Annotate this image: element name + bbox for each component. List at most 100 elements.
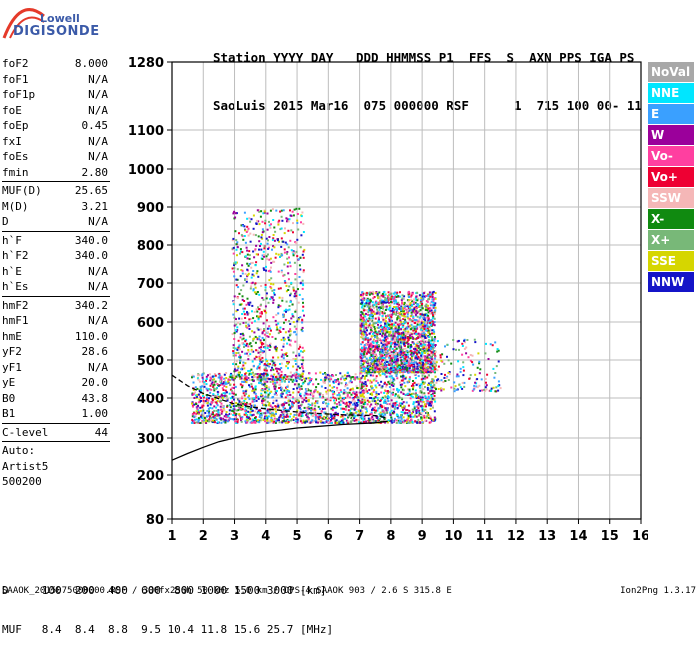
echo-dot bbox=[276, 329, 278, 331]
echo-dot bbox=[272, 376, 274, 378]
echo-dot bbox=[226, 411, 228, 413]
echo-dot bbox=[423, 317, 425, 319]
echo-dot bbox=[354, 396, 356, 398]
echo-dot bbox=[263, 254, 265, 256]
echo-dot bbox=[236, 284, 238, 286]
echo-dot bbox=[254, 405, 256, 407]
echo-dot bbox=[285, 416, 287, 418]
echo-dot bbox=[419, 336, 421, 338]
echo-dot bbox=[330, 378, 332, 380]
echo-dot bbox=[435, 307, 437, 309]
echo-dot bbox=[414, 319, 416, 321]
echo-dot bbox=[294, 422, 296, 424]
echo-dot bbox=[247, 314, 249, 316]
echo-dot bbox=[339, 372, 341, 374]
echo-dot bbox=[295, 363, 297, 365]
echo-dot bbox=[217, 393, 219, 395]
echo-dot bbox=[294, 373, 296, 375]
echo-dot bbox=[304, 395, 306, 397]
echo-dot bbox=[277, 378, 279, 380]
echo-dot bbox=[286, 343, 288, 345]
echo-dot bbox=[251, 330, 253, 332]
echo-dot bbox=[366, 352, 368, 354]
echo-dot bbox=[300, 408, 302, 410]
echo-dot bbox=[251, 322, 253, 324]
echo-dot bbox=[302, 306, 304, 308]
echo-dot bbox=[197, 374, 199, 376]
echo-dot bbox=[421, 352, 423, 354]
echo-dot bbox=[277, 405, 279, 407]
echo-dot bbox=[284, 338, 286, 340]
echo-dot bbox=[352, 404, 354, 406]
echo-dot bbox=[393, 388, 395, 390]
echo-dot bbox=[373, 379, 375, 381]
echo-dot bbox=[421, 357, 423, 359]
echo-dot bbox=[379, 298, 381, 300]
echo-dot bbox=[266, 319, 268, 321]
echo-dot bbox=[271, 290, 273, 292]
echo-dot bbox=[409, 412, 411, 414]
echo-dot bbox=[348, 375, 350, 377]
echo-dot bbox=[300, 221, 302, 223]
echo-dot bbox=[290, 413, 292, 415]
echo-dot bbox=[399, 382, 401, 384]
echo-dot bbox=[428, 404, 430, 406]
echo-dot bbox=[393, 324, 395, 326]
echo-dot bbox=[294, 311, 296, 313]
echo-dot bbox=[209, 373, 211, 375]
echo-dot bbox=[406, 402, 408, 404]
echo-dot bbox=[226, 391, 228, 393]
echo-dot bbox=[233, 267, 235, 269]
echo-dot bbox=[296, 383, 298, 385]
echo-dot bbox=[240, 275, 242, 277]
echo-dot bbox=[430, 304, 432, 306]
echo-dot bbox=[232, 314, 234, 316]
echo-dot bbox=[260, 249, 262, 251]
echo-dot bbox=[364, 356, 366, 358]
echo-dot bbox=[405, 394, 407, 396]
echo-dot bbox=[376, 356, 378, 358]
echo-dot bbox=[395, 370, 397, 372]
echo-dot bbox=[274, 408, 276, 410]
echo-dot bbox=[274, 382, 276, 384]
echo-dot bbox=[252, 274, 254, 276]
echo-dot bbox=[258, 294, 260, 296]
echo-dot bbox=[383, 402, 385, 404]
echo-dot bbox=[275, 257, 277, 259]
echo-dot bbox=[264, 246, 266, 248]
echo-dot bbox=[267, 363, 269, 365]
echo-dot bbox=[276, 370, 278, 372]
echo-dot bbox=[376, 417, 378, 419]
echo-dot bbox=[424, 378, 426, 380]
echo-dot bbox=[213, 388, 215, 390]
echo-dot bbox=[273, 386, 275, 388]
echo-dot bbox=[271, 336, 273, 338]
echo-dot bbox=[199, 407, 201, 409]
echo-dot bbox=[297, 229, 299, 231]
echo-dot bbox=[396, 374, 398, 376]
echo-dot bbox=[296, 255, 298, 257]
echo-dot bbox=[236, 254, 238, 256]
echo-dot bbox=[272, 316, 274, 318]
echo-dot bbox=[299, 276, 301, 278]
echo-dot bbox=[241, 251, 243, 253]
echo-dot bbox=[294, 273, 296, 275]
echo-dot bbox=[426, 415, 428, 417]
echo-dot bbox=[403, 389, 405, 391]
echo-dot bbox=[267, 213, 269, 215]
echo-dot bbox=[296, 320, 298, 322]
echo-dot bbox=[240, 383, 242, 385]
echo-dot bbox=[321, 386, 323, 388]
echo-dot bbox=[390, 298, 392, 300]
echo-dot bbox=[414, 333, 416, 335]
echo-dot bbox=[259, 410, 261, 412]
echo-dot bbox=[298, 383, 300, 385]
echo-dot bbox=[425, 346, 427, 348]
echo-dot bbox=[286, 390, 288, 392]
echo-dot bbox=[425, 405, 427, 407]
echo-dot bbox=[323, 401, 325, 403]
echo-dot bbox=[232, 414, 234, 416]
echo-dot bbox=[251, 218, 253, 220]
echo-dot bbox=[246, 269, 248, 271]
echo-dot bbox=[343, 402, 345, 404]
